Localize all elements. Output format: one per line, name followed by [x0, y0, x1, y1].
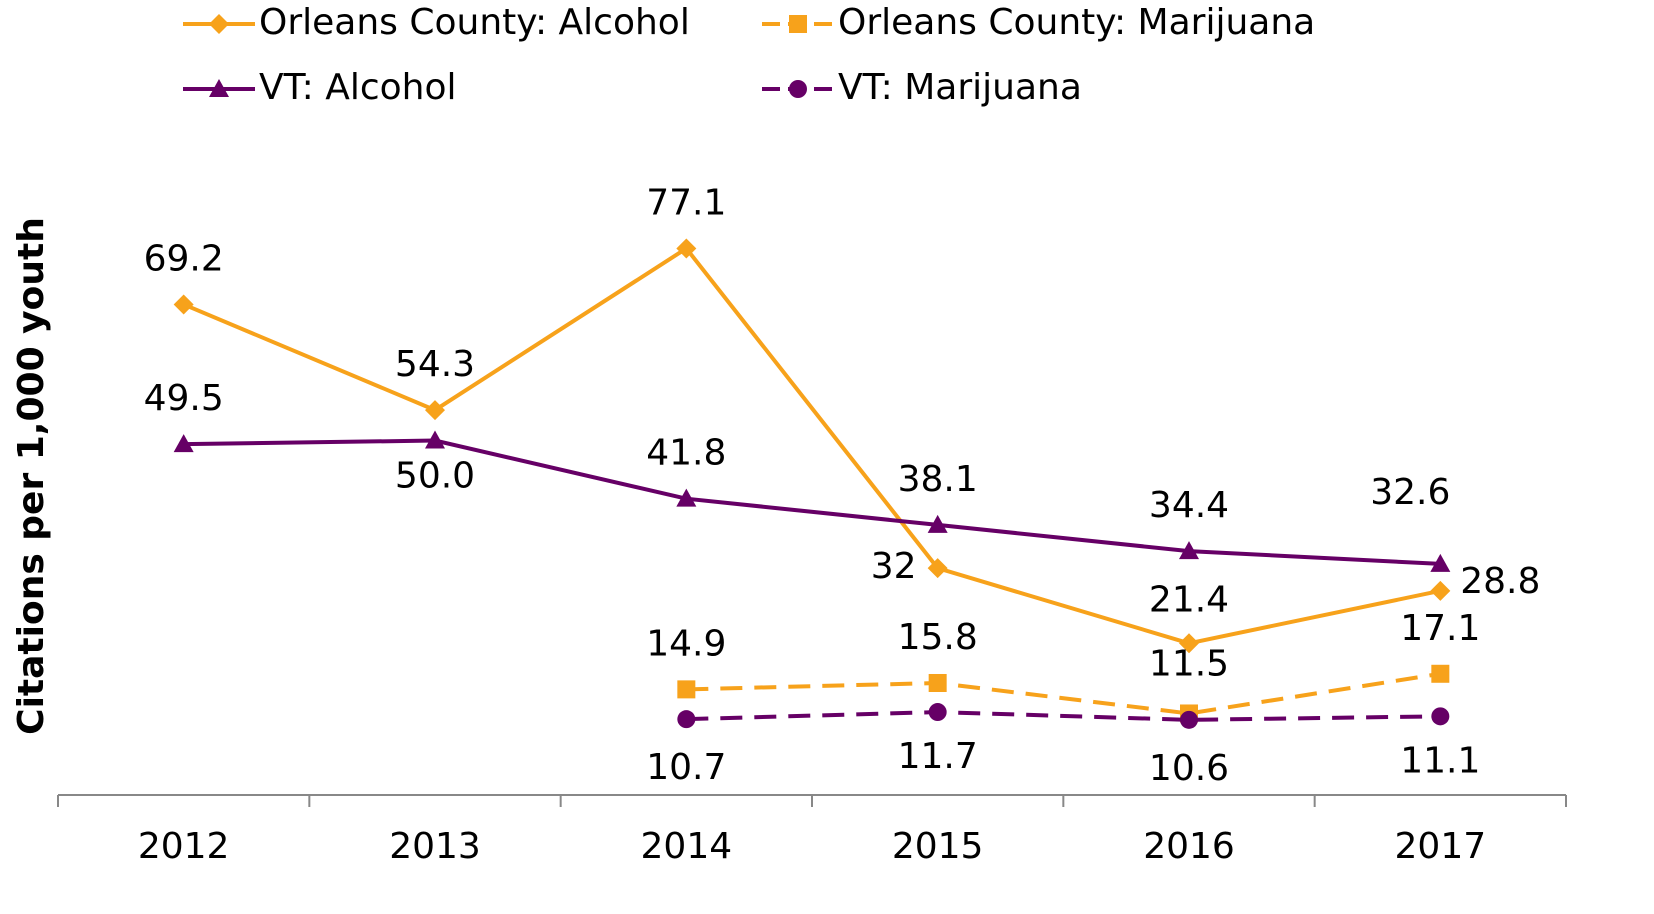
data-label: 49.5 [144, 378, 224, 419]
data-label: 10.7 [646, 747, 726, 788]
data-point [173, 434, 194, 453]
data-label: 11.7 [898, 736, 978, 777]
series-line [182, 245, 1441, 646]
x-tick-label: 2014 [641, 826, 733, 867]
series-line [686, 671, 1441, 716]
data-point [1179, 541, 1199, 560]
x-tick-label: 2016 [1143, 826, 1235, 867]
y-axis-title: Citations per 1,000 youth [11, 217, 52, 735]
data-label: 15.8 [898, 617, 978, 658]
data-point [677, 680, 696, 699]
legend-label: VT: Alcohol [259, 67, 457, 108]
legend-label: Orleans County: Alcohol [259, 2, 690, 43]
data-label: 32 [871, 546, 917, 587]
data-point [1180, 710, 1198, 729]
data-label: 50.0 [395, 456, 475, 497]
x-tick-label: 2015 [892, 826, 984, 867]
x-tick-label: 2017 [1395, 826, 1487, 867]
legend-marker [209, 79, 229, 97]
data-point [928, 703, 947, 722]
data-label: 21.4 [1149, 579, 1229, 620]
data-label: 28.8 [1460, 561, 1540, 602]
data-point [425, 430, 445, 449]
legend-marker [789, 80, 807, 98]
data-point [676, 238, 697, 259]
data-point [927, 514, 948, 533]
data-label: 11.5 [1149, 643, 1229, 684]
legend-marker [209, 14, 229, 34]
data-point [173, 294, 194, 315]
x-tick-label: 2012 [138, 826, 230, 867]
data-label: 34.4 [1149, 485, 1229, 526]
data-label: 10.6 [1149, 748, 1229, 789]
data-point [927, 558, 948, 579]
data-label: 17.1 [1400, 608, 1480, 649]
data-point [1430, 553, 1451, 572]
legend-label: Orleans County: Marijuana [838, 2, 1315, 43]
data-point [1431, 707, 1450, 726]
data-label: 69.2 [144, 238, 224, 279]
data-label: 77.1 [646, 182, 726, 223]
x-tick-label: 2013 [389, 826, 481, 867]
data-point [677, 710, 696, 729]
data-point [1431, 664, 1450, 683]
data-label: 38.1 [898, 459, 978, 500]
data-label: 54.3 [395, 344, 475, 385]
data-label: 14.9 [646, 623, 726, 664]
data-point [928, 673, 947, 692]
data-point [1430, 580, 1451, 601]
data-label: 11.1 [1400, 740, 1480, 781]
data-label: 41.8 [646, 433, 726, 474]
legend-label: VT: Marijuana [838, 67, 1082, 108]
data-point [425, 400, 445, 421]
data-label: 32.6 [1370, 472, 1450, 513]
legend-marker [789, 15, 807, 33]
series-line [686, 710, 1441, 722]
data-point [1179, 633, 1199, 654]
data-point [676, 488, 697, 507]
series-line [183, 438, 1441, 566]
